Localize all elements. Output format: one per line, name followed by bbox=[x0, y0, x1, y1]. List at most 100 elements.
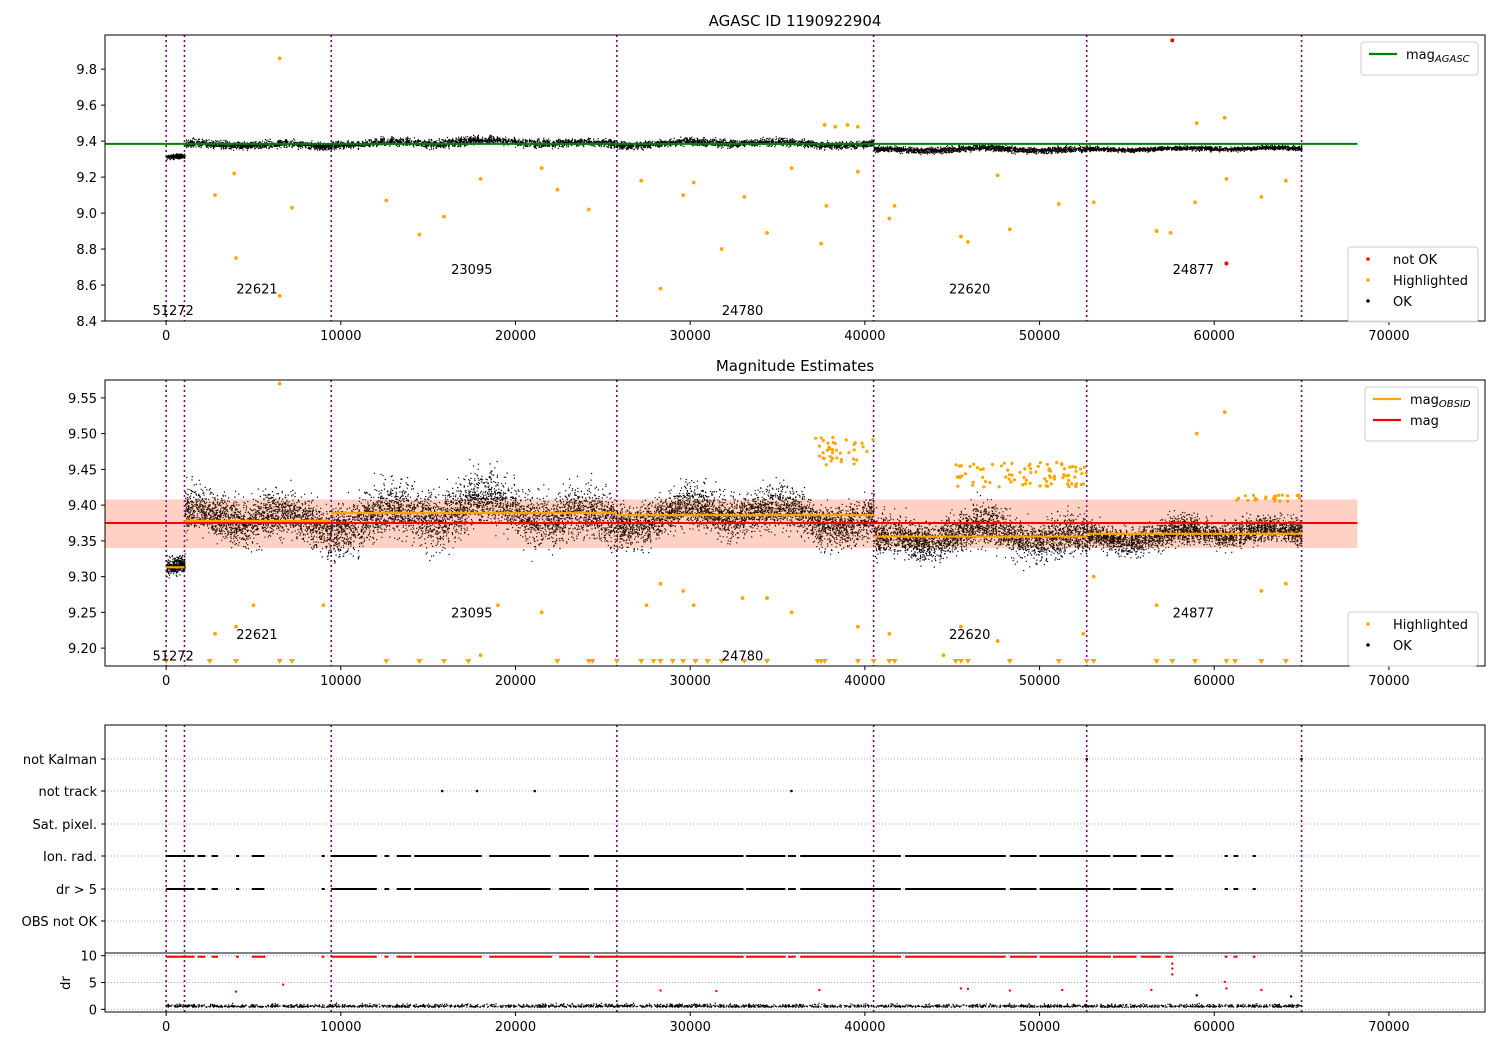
flag-point bbox=[440, 789, 444, 793]
highlighted-point bbox=[681, 589, 686, 593]
highlighted-point bbox=[855, 169, 860, 174]
highlighted-point bbox=[1062, 467, 1067, 471]
dr-outlier-point bbox=[1225, 987, 1228, 990]
y-tick-label: 8.4 bbox=[76, 315, 97, 330]
clipped-low-marker bbox=[1223, 659, 1230, 664]
highlighted-point bbox=[1065, 474, 1070, 478]
panel-magnitude-estimates: 51272 22621 23095 24780 22620 24877 9.20 9.25 9.… bbox=[68, 357, 1486, 689]
highlighted-point bbox=[824, 463, 828, 467]
highlighted-point bbox=[789, 610, 794, 615]
y-tick-label: 9.45 bbox=[68, 463, 97, 478]
highlighted-point bbox=[1154, 603, 1159, 608]
legend-box bbox=[1360, 41, 1479, 76]
highlighted-point bbox=[789, 166, 794, 171]
x-tick-label: 60000 bbox=[1194, 1020, 1235, 1035]
x-tick-label: 10000 bbox=[320, 1020, 361, 1035]
flag-point bbox=[1300, 757, 1303, 761]
highlighted-point bbox=[838, 451, 842, 455]
highlighted-point bbox=[1066, 482, 1070, 486]
highlighted-point bbox=[1034, 470, 1038, 474]
clipped-low-marker bbox=[1282, 659, 1289, 664]
highlighted-point bbox=[852, 448, 856, 452]
y-tick-label: 9.0 bbox=[76, 207, 97, 222]
highlighted-point bbox=[814, 436, 818, 440]
dr-outlier-point bbox=[281, 983, 285, 986]
highlighted-point bbox=[1067, 478, 1071, 482]
y-tick-label: 8.8 bbox=[76, 243, 97, 258]
clipped-low-marker bbox=[288, 659, 295, 664]
flag-row-label: OBS not OK bbox=[22, 915, 98, 930]
legend-marker bbox=[1366, 622, 1370, 626]
highlighted-point bbox=[742, 194, 747, 199]
highlighted-point bbox=[277, 381, 282, 386]
dr-outlier-point bbox=[966, 987, 970, 991]
y-tick-label: 9.30 bbox=[68, 571, 97, 586]
highlighted-point bbox=[1078, 467, 1083, 471]
legend-label: OK bbox=[1393, 639, 1412, 654]
clipped-low-marker bbox=[1153, 659, 1160, 664]
obsid-label: 22620 bbox=[949, 283, 990, 298]
highlighted-point bbox=[1038, 484, 1042, 488]
highlighted-point bbox=[1060, 461, 1064, 466]
clipped-low-marker bbox=[886, 659, 893, 664]
flag-row-label: Sat. pixel. bbox=[33, 818, 97, 833]
highlighted-point bbox=[1002, 461, 1006, 465]
highlighted-point bbox=[539, 610, 544, 615]
x-tick-label: 10000 bbox=[320, 329, 361, 344]
chart-title: AGASC ID 1190922904 bbox=[709, 12, 882, 30]
highlighted-point bbox=[1046, 484, 1050, 489]
obsid-label: 23095 bbox=[451, 263, 492, 278]
highlighted-point bbox=[658, 286, 663, 291]
x-tick-label: 40000 bbox=[844, 1020, 885, 1035]
highlighted-point bbox=[1278, 499, 1282, 503]
x-tick-label: 60000 bbox=[1194, 674, 1235, 689]
obsid-label: 24877 bbox=[1173, 606, 1214, 621]
obsid-label: 51272 bbox=[152, 649, 193, 664]
legend-label: OK bbox=[1393, 295, 1412, 310]
highlighted-point bbox=[1007, 473, 1012, 477]
highlighted-point bbox=[995, 173, 1000, 178]
highlighted-point bbox=[829, 459, 833, 463]
highlighted-point bbox=[847, 450, 851, 455]
legend-label: Highlighted bbox=[1393, 618, 1468, 633]
dr-tick-label: 5 bbox=[89, 977, 97, 992]
highlighted-point bbox=[1049, 482, 1053, 486]
dr-outlier-point bbox=[959, 987, 963, 990]
highlighted-point bbox=[821, 438, 825, 443]
highlighted-point bbox=[822, 123, 827, 127]
highlighted-point bbox=[855, 124, 860, 129]
highlighted-point bbox=[213, 631, 217, 636]
obsid-label: 24877 bbox=[1173, 263, 1214, 278]
clipped-low-marker bbox=[465, 659, 472, 664]
highlighted-point bbox=[1023, 467, 1027, 471]
obsid-label: 22621 bbox=[236, 283, 277, 298]
clipped-low-marker bbox=[891, 659, 898, 664]
clipped-low-marker bbox=[589, 659, 596, 664]
highlighted-point bbox=[1067, 484, 1071, 489]
highlighted-point bbox=[981, 475, 985, 479]
highlighted-point bbox=[988, 480, 992, 485]
highlighted-point bbox=[496, 603, 500, 608]
x-tick-label: 20000 bbox=[495, 1020, 536, 1035]
highlighted-point bbox=[968, 464, 972, 469]
highlighted-point bbox=[1286, 494, 1290, 498]
panel-agasc-plot bbox=[105, 35, 1358, 321]
highlighted-point bbox=[555, 187, 560, 192]
flag-point bbox=[475, 789, 479, 793]
highlighted-point bbox=[981, 467, 985, 471]
highlighted-point bbox=[852, 462, 856, 466]
legend-label: not OK bbox=[1393, 253, 1438, 268]
highlighted-point bbox=[819, 436, 823, 440]
clipped-low-marker bbox=[741, 659, 748, 664]
y-tick-label: 9.50 bbox=[68, 428, 97, 443]
flag-row-label: dr > 5 bbox=[56, 883, 97, 898]
highlighted-point bbox=[1024, 478, 1028, 482]
highlighted-point bbox=[831, 435, 835, 440]
legend-marker bbox=[1366, 643, 1370, 647]
highlighted-point bbox=[954, 463, 958, 467]
highlighted-point bbox=[831, 440, 835, 445]
highlighted-point bbox=[1283, 581, 1288, 586]
highlighted-point bbox=[1045, 462, 1050, 467]
clipped-low-marker bbox=[1258, 659, 1265, 664]
highlighted-point bbox=[1272, 494, 1277, 499]
